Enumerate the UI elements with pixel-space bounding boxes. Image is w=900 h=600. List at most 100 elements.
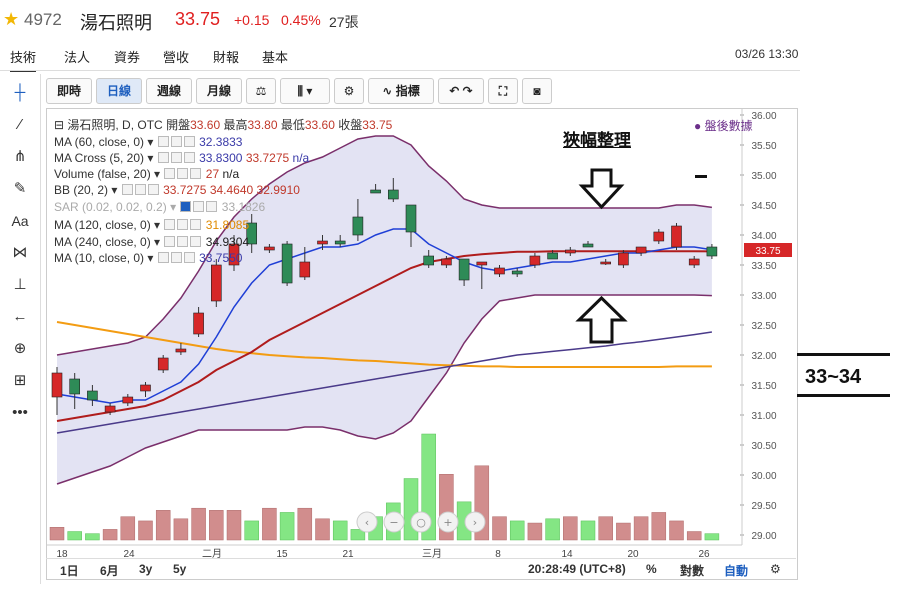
range-line-top: [797, 353, 890, 356]
section-tabs: 技術 法人 資券 營收 財報 基本: [0, 44, 800, 72]
chart-type-icon[interactable]: ⫼ ▾: [280, 78, 330, 104]
open-value: 33.60: [190, 118, 221, 132]
ohlc-legend: ⊟ 湯石照明, D, OTC 開盤33.60 最高33.80 最低33.60 收…: [54, 116, 392, 133]
open-label: 開盤: [166, 118, 191, 132]
close-label: 收盤: [338, 118, 363, 132]
close-icon[interactable]: [183, 136, 195, 147]
eye-icon[interactable]: [164, 219, 176, 230]
camera-icon[interactable]: ◙: [522, 78, 552, 104]
legend-volume: Volume (false, 20) ▾ 27 n/a: [54, 167, 240, 181]
realtime-button[interactable]: 即時: [46, 78, 92, 104]
gear-icon[interactable]: [170, 252, 182, 263]
legend-sar: SAR (0.02, 0.02, 0.2) ▾ 33.1826: [54, 200, 266, 214]
quote-header: ★ 4972 湯石照明 33.75 +0.15 0.45% 27張: [0, 0, 900, 40]
tab-margin[interactable]: 資券: [114, 50, 141, 65]
gear-icon[interactable]: [170, 152, 182, 163]
gear-icon[interactable]: [177, 168, 189, 179]
gear-icon[interactable]: ⚙: [770, 562, 781, 576]
tab-technical[interactable]: 技術: [10, 47, 37, 72]
eye-icon[interactable]: [164, 168, 176, 179]
close-icon[interactable]: [183, 152, 195, 163]
legend-macross-value2: 33.7275: [245, 151, 290, 165]
eye-icon[interactable]: [157, 252, 169, 263]
pattern-icon[interactable]: ⋈: [12, 244, 28, 261]
chart-toolbar: 即時 日線 週線 月線 ⚖ ⫼ ▾ ⚙ ∿ 指標 ↶ ↷ ⛶ ◙: [46, 78, 796, 104]
text-tool-icon[interactable]: Aa: [11, 213, 29, 229]
legend-ma120-name: MA (120, close, 0): [54, 218, 151, 232]
close-icon[interactable]: [147, 184, 159, 195]
trend-line-icon[interactable]: ⁄: [18, 116, 22, 133]
high-value: 33.80: [247, 118, 278, 132]
gear-icon[interactable]: [170, 136, 182, 147]
range-1d[interactable]: 1日: [60, 564, 79, 578]
stock-name: 湯石照明: [80, 13, 152, 33]
legend-toggle-icon[interactable]: ⊟: [54, 118, 68, 132]
high-label: 最高: [223, 118, 248, 132]
brush-icon[interactable]: ✎: [13, 180, 27, 197]
more-icon[interactable]: •••: [12, 404, 28, 421]
legend-bb-value: 33.7275: [163, 183, 207, 197]
gear-icon[interactable]: [177, 219, 189, 230]
legend-bb-value2: 34.4640: [209, 183, 254, 197]
zoom-in-icon[interactable]: ⊕: [13, 340, 27, 357]
legend-ma240: MA (240, close, 0) ▾ 34.9304: [54, 235, 250, 249]
legend-ma60-value: 32.3833: [199, 135, 243, 149]
tab-institutional[interactable]: 法人: [64, 50, 91, 65]
legend-macross: MA Cross (5, 20) ▾ 33.8300 33.7275 n/a: [54, 151, 310, 165]
legend-ma120-value: 31.8085: [205, 218, 250, 232]
range-line-bottom: [797, 394, 890, 397]
crosshair-icon[interactable]: ┼: [14, 84, 26, 101]
close-value: 33.75: [362, 118, 393, 132]
undo-redo-icon[interactable]: ↶ ↷: [438, 78, 484, 104]
ruler-icon[interactable]: ⊞: [13, 372, 27, 389]
star-icon[interactable]: ★: [3, 9, 20, 29]
tab-basic[interactable]: 基本: [262, 50, 289, 65]
close-icon[interactable]: [190, 219, 202, 230]
eye-icon[interactable]: [164, 236, 176, 247]
close-icon[interactable]: [183, 252, 195, 263]
weekly-button[interactable]: 週線: [146, 78, 192, 104]
eye-icon[interactable]: [157, 136, 169, 147]
after-hours-label[interactable]: ● 盤後數據: [694, 119, 753, 133]
legend-ma60: MA (60, close, 0) ▾ 32.3833: [54, 135, 243, 149]
stock-code: 4972: [24, 10, 62, 29]
eye-icon[interactable]: [180, 201, 192, 212]
close-icon[interactable]: [206, 201, 218, 212]
gear-icon[interactable]: [193, 201, 205, 212]
volume-label: 27張: [329, 14, 359, 30]
legend-ma10: MA (10, close, 0) ▾ 33.7550: [54, 251, 243, 265]
fork-icon[interactable]: ⋔: [13, 148, 27, 165]
legend-macross-value: 33.8300: [199, 151, 243, 165]
indicator-button[interactable]: ∿ 指標: [368, 78, 434, 104]
settings-icon[interactable]: ⚙: [334, 78, 364, 104]
quote-datetime: 03/26 13:30: [735, 47, 799, 61]
log-toggle[interactable]: 對數: [680, 564, 705, 578]
back-arrow-icon[interactable]: ←: [12, 308, 28, 325]
monthly-button[interactable]: 月線: [196, 78, 242, 104]
range-3y[interactable]: 3y: [139, 562, 153, 576]
range-5y[interactable]: 5y: [173, 562, 187, 576]
gear-icon[interactable]: [177, 236, 189, 247]
chart-area[interactable]: [46, 108, 798, 580]
low-value: 33.60: [304, 118, 335, 132]
daily-button[interactable]: 日線: [96, 78, 142, 104]
compare-icon[interactable]: ⚖: [246, 78, 276, 104]
percent-toggle[interactable]: %: [646, 562, 657, 576]
tab-financials[interactable]: 財報: [213, 50, 240, 65]
last-price: 33.75: [175, 9, 221, 29]
close-icon[interactable]: [190, 168, 202, 179]
legend-ma10-name: MA (10, close, 0): [54, 251, 145, 265]
legend-volume-name: Volume (false, 20): [54, 167, 151, 181]
measure-icon[interactable]: ⊥: [13, 276, 27, 293]
legend-ma240-name: MA (240, close, 0): [54, 235, 151, 249]
close-icon[interactable]: [190, 236, 202, 247]
eye-icon[interactable]: [121, 184, 133, 195]
auto-toggle[interactable]: 自動: [724, 564, 749, 578]
legend-ma120: MA (120, close, 0) ▾ 31.8085: [54, 218, 250, 232]
tab-revenue[interactable]: 營收: [163, 50, 190, 65]
fullscreen-icon[interactable]: ⛶: [488, 78, 518, 104]
range-6m[interactable]: 6月: [100, 564, 119, 578]
eye-icon[interactable]: [157, 152, 169, 163]
gear-icon[interactable]: [134, 184, 146, 195]
legend-bb-value3: 32.9910: [256, 183, 300, 197]
